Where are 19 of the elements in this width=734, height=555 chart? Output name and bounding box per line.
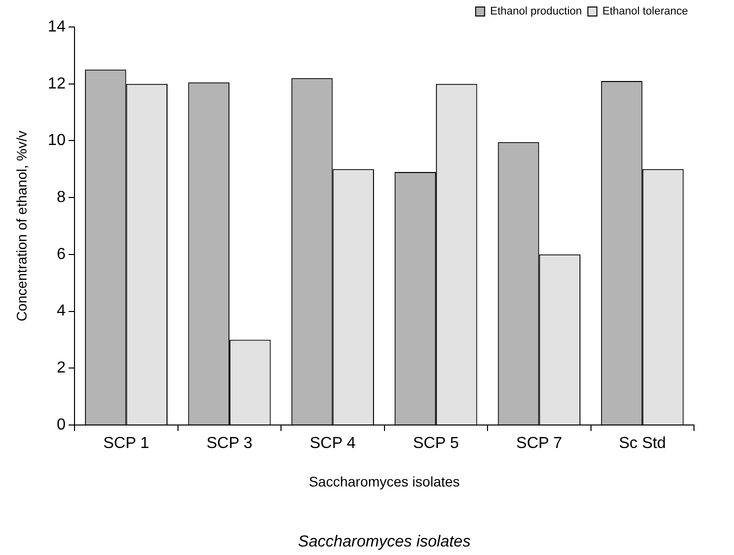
y-tick-label: 12: [48, 75, 66, 92]
x-tick-label: SCP 5: [412, 435, 459, 452]
x-tick-label: Sc Std: [618, 435, 666, 452]
legend-label: Ethanol tolerance: [602, 6, 688, 18]
x-tick-label: SCP 4: [310, 435, 356, 452]
y-tick-label: 14: [48, 18, 66, 36]
y-axis-title: Concentration of ethanol, %v/v: [13, 130, 30, 322]
y-tick-label: 4: [56, 302, 66, 320]
x-axis-title: Saccharomyces isolates: [308, 473, 460, 490]
text: Saccharomyces isolates: [298, 533, 471, 550]
y-tick-label: 0: [56, 416, 66, 434]
y-tick-label: 8: [56, 188, 66, 206]
y-tick-label: 10: [48, 132, 66, 150]
x-tick-label: SCP 7: [516, 435, 562, 452]
legend-label: Ethanol production: [490, 6, 582, 18]
x-tick-label: SCP 3: [206, 435, 253, 452]
y-tick-label: 2: [56, 360, 66, 377]
y-tick-label: 6: [56, 246, 66, 263]
x-tick-label: SCP 1: [103, 435, 150, 452]
